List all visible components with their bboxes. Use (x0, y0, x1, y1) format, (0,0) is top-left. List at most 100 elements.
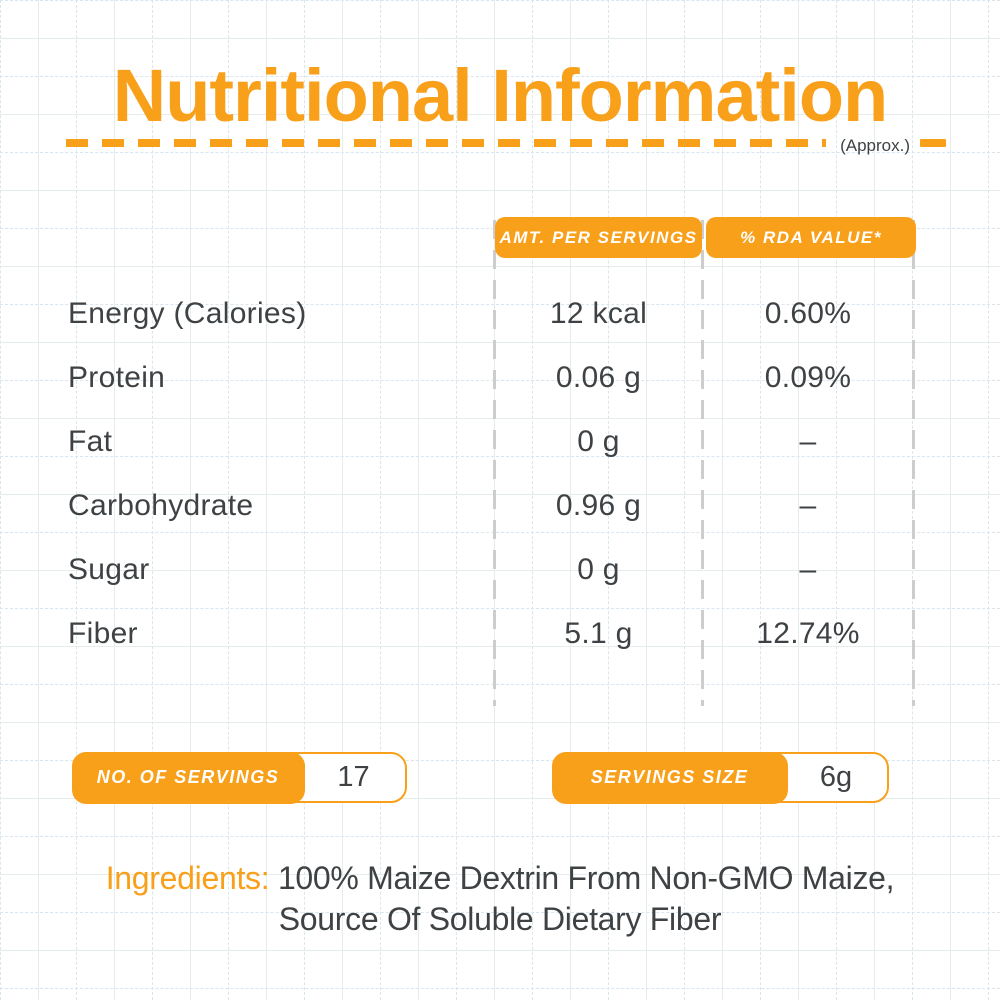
grid-line (0, 798, 1000, 799)
nutrient-amount: 0.96 g (555, 489, 642, 522)
grid-line (228, 0, 229, 1000)
ingredients-line-2: Source Of Soluble Dietary Fiber (278, 901, 722, 937)
nutrient-name: Fiber (68, 617, 138, 650)
grid-line (0, 494, 1000, 495)
grid-line (988, 0, 989, 1000)
nutrient-amount: 0 g (577, 425, 620, 458)
grid-line (0, 570, 1000, 571)
grid-line (646, 0, 647, 1000)
ingredients-label: Ingredients: (105, 860, 270, 896)
grid-line (0, 114, 1000, 115)
table-row-fat: Fat 0 g – (68, 410, 913, 474)
nutrient-amount: 0.06 g (555, 361, 642, 394)
grid-line (570, 0, 571, 1000)
grid-line (836, 0, 837, 1000)
grid-line (0, 418, 1000, 419)
servings-count-label-chip: NO. OF SERVINGS (71, 751, 305, 804)
grid-line (0, 152, 1000, 153)
grid-line (0, 304, 1000, 305)
grid-line (608, 0, 609, 1000)
serving-size-label-chip: SERVINGS SIZE (551, 751, 788, 804)
grid-line (456, 0, 457, 1000)
servings-count-label: NO. OF SERVINGS (96, 767, 280, 787)
grid-line (760, 0, 761, 1000)
grid-line (0, 722, 1000, 723)
grid-line (0, 38, 1000, 39)
grid-line (0, 266, 1000, 267)
grid-line (38, 0, 39, 1000)
column-divider-middle (701, 220, 704, 706)
nutrient-name: Fat (68, 425, 113, 458)
ingredients-line-1: Ingredients: 100% Maize Dextrin From Non… (0, 858, 1000, 899)
nutrient-name: Sugar (68, 553, 150, 586)
grid-line (0, 760, 1000, 761)
column-divider-right (912, 220, 915, 706)
grid-line (0, 190, 1000, 191)
grid-line (0, 950, 1000, 951)
grid-line (380, 0, 381, 1000)
table-row-energy: Energy (Calories) 12 kcal 0.60% (68, 282, 913, 346)
column-header-amount: AMT. PER SERVINGS (495, 217, 702, 258)
nutrient-name: Protein (68, 361, 166, 394)
table-row-sugar: Sugar 0 g – (68, 538, 913, 602)
grid-line (0, 342, 1000, 343)
grid-line (0, 456, 1000, 457)
nutrient-name: Carbohydrate (68, 489, 254, 522)
nutrient-rda: – (799, 489, 817, 522)
page-title: Nutritional Information (112, 54, 889, 137)
grid-line (418, 0, 419, 1000)
nutrition-table: Energy (Calories) 12 kcal 0.60% Protein … (68, 282, 913, 666)
grid-line (266, 0, 267, 1000)
grid-line (0, 912, 1000, 913)
grid-line (0, 874, 1000, 875)
grid-line (190, 0, 191, 1000)
grid-line (0, 0, 1, 1000)
nutrient-name: Energy (Calories) (68, 297, 307, 330)
column-header-amount-label: AMT. PER SERVINGS (499, 227, 698, 247)
serving-size-value: 6g (819, 761, 853, 793)
grid-line (304, 0, 305, 1000)
nutrient-rda: – (799, 425, 817, 458)
grid-line (0, 988, 1000, 989)
grid-line (0, 0, 1000, 1)
grid-line (684, 0, 685, 1000)
grid-line (532, 0, 533, 1000)
ingredients-section: Ingredients: 100% Maize Dextrin From Non… (0, 858, 1000, 940)
nutrient-amount: 0 g (577, 553, 620, 586)
nutrient-amount: 12 kcal (549, 297, 648, 330)
nutrient-amount: 5.1 g (564, 617, 633, 650)
servings-count-value: 17 (337, 761, 370, 793)
grid-line (874, 0, 875, 1000)
dashed-rule-end (920, 139, 946, 147)
grid-line (0, 684, 1000, 685)
dashed-rule (66, 139, 827, 147)
grid-line (0, 646, 1000, 647)
grid-line (722, 0, 723, 1000)
serving-size-label: SERVINGS SIZE (590, 767, 749, 787)
serving-size-badge: SERVINGS SIZE 6g (551, 751, 889, 804)
title-underline: (Approx.) (66, 132, 946, 155)
table-row-fiber: Fiber 5.1 g 12.74% (68, 602, 913, 666)
servings-count-badge: NO. OF SERVINGS 17 (71, 751, 407, 804)
grid-line (342, 0, 343, 1000)
grid-line (0, 608, 1000, 609)
nutrient-rda: – (799, 553, 817, 586)
grid-line (0, 380, 1000, 381)
grid-line (0, 532, 1000, 533)
approx-note: (Approx.) (840, 136, 910, 155)
grid-line (114, 0, 115, 1000)
grid-line (798, 0, 799, 1000)
grid-line (76, 0, 77, 1000)
table-row-carbohydrate: Carbohydrate 0.96 g – (68, 474, 913, 538)
ingredients-text-1: 100% Maize Dextrin From Non-GMO Maize, (277, 860, 895, 896)
nutrient-rda: 0.60% (764, 297, 852, 330)
column-divider-left (493, 220, 496, 706)
grid-line (950, 0, 951, 1000)
nutrient-rda: 12.74% (756, 617, 860, 650)
nutrient-rda: 0.09% (764, 361, 852, 394)
column-header-rda-label: % RDA VALUE* (740, 227, 882, 247)
grid-line (0, 76, 1000, 77)
column-header-rda: % RDA VALUE* (706, 217, 916, 258)
